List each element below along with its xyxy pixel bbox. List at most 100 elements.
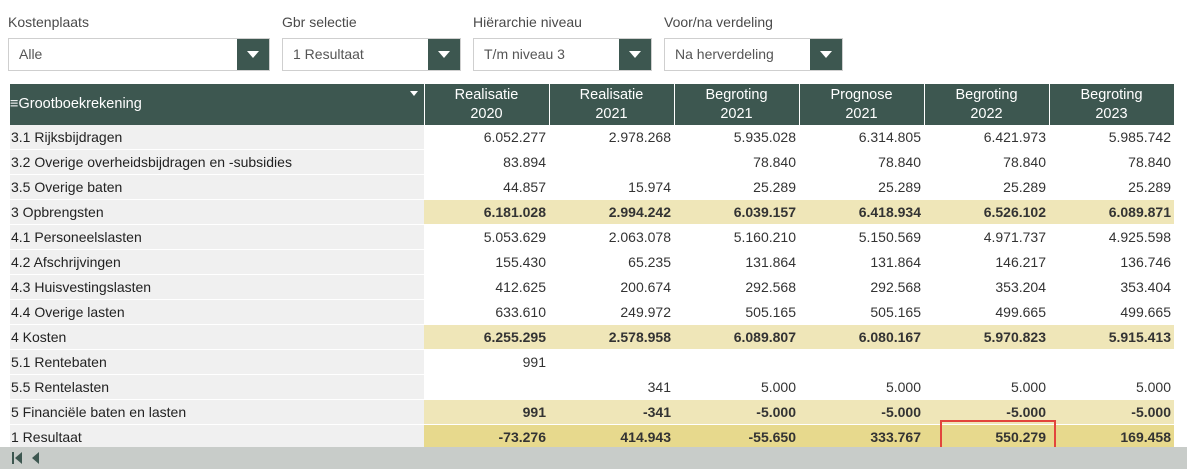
voor-na-verdeling-dropdown[interactable]: Na herverdeling — [664, 38, 843, 71]
horizontal-scrollbar[interactable] — [0, 447, 1187, 469]
column-header[interactable]: Begroting 2023 — [1049, 84, 1175, 125]
gbr-selectie-dropdown[interactable]: 1 Resultaat — [282, 38, 461, 71]
value-cell: 5.915.413 — [1049, 324, 1174, 350]
table-row[interactable]: 4.1 Personeelslasten 5.053.629 2.063.078 5.… — [10, 224, 1174, 250]
value-cell — [549, 149, 674, 175]
column-header[interactable]: Realisatie 2021 — [549, 84, 675, 125]
caret-down-icon[interactable] — [409, 91, 418, 96]
value-cell: 83.894 — [424, 149, 549, 175]
table-row[interactable]: 5.5 Rentelasten 341 5.000 5.000 5.000 5.000 — [10, 374, 1174, 400]
table-row[interactable]: 1 Resultaat -73.276 414.943 -55.650 333.767 5… — [10, 424, 1174, 450]
value-cell: 505.165 — [799, 299, 924, 325]
value-cell: 2.994.242 — [549, 199, 674, 225]
value-cell: 499.665 — [1049, 299, 1174, 325]
table-row[interactable]: 3.2 Overige overheidsbijdragen en -subsi… — [10, 149, 1174, 175]
table-row[interactable]: 5.1 Rentebaten 991 — [10, 349, 1174, 375]
filter-label: Gbr selectie — [282, 14, 357, 30]
value-cell: 78.840 — [1049, 149, 1174, 175]
value-cell: 5.160.210 — [674, 224, 799, 250]
value-cell: 6.039.157 — [674, 199, 799, 225]
value-cell — [549, 349, 674, 375]
row-label: 3.1 Rijksbijdragen — [10, 125, 424, 150]
chevron-down-icon — [820, 51, 832, 58]
dropdown-button[interactable] — [810, 39, 842, 70]
filter-voor-na-verdeling: Voor/na verdeling Na herverdeling — [664, 12, 843, 71]
value-cell: 65.235 — [549, 249, 674, 275]
chevron-down-icon — [629, 51, 641, 58]
row-label: 3.2 Overige overheidsbijdragen en -subsi… — [10, 149, 424, 175]
value-cell: 6.314.805 — [799, 125, 924, 150]
dropdown-value: Na herverdeling — [675, 46, 774, 62]
table-row[interactable]: 4.3 Huisvestingslasten 412.625 200.674 292.… — [10, 274, 1174, 300]
value-cell: 25.289 — [1049, 174, 1174, 200]
filter-label: Voor/na verdeling — [664, 14, 773, 30]
table-row[interactable]: 4 Kosten 6.255.295 2.578.958 6.089.807 6.080… — [10, 324, 1174, 350]
value-cell: 5.935.028 — [674, 125, 799, 150]
value-cell: 5.000 — [1049, 374, 1174, 400]
row-label: 3 Opbrengsten — [10, 199, 424, 225]
value-cell: 550.279 — [924, 424, 1049, 450]
value-cell: 78.840 — [674, 149, 799, 175]
row-label: 4.3 Huisvestingslasten — [10, 274, 424, 300]
row-label: 4.1 Personeelslasten — [10, 224, 424, 250]
value-cell: 6.080.167 — [799, 324, 924, 350]
value-cell: 2.578.958 — [549, 324, 674, 350]
value-cell — [924, 349, 1049, 375]
value-cell: 200.674 — [549, 274, 674, 300]
value-cell: 353.404 — [1049, 274, 1174, 300]
column-header[interactable]: Begroting 2021 — [674, 84, 800, 125]
table-row[interactable]: 3 Opbrengsten 6.181.028 2.994.242 6.039.157… — [10, 199, 1174, 225]
row-label: 5.5 Rentelasten — [10, 374, 424, 400]
row-label: 5 Financiële baten en lasten — [10, 399, 424, 425]
value-cell: 5.000 — [799, 374, 924, 400]
value-cell: 333.767 — [799, 424, 924, 450]
dropdown-button[interactable] — [237, 39, 269, 70]
kostenplaats-dropdown[interactable]: Alle — [8, 38, 270, 71]
value-cell: 5.985.742 — [1049, 125, 1174, 150]
value-cell: 6.089.871 — [1049, 199, 1174, 225]
filter-bar: Kostenplaats Alle Gbr selectie 1 Resulta… — [8, 12, 855, 71]
filter-gbr-selectie: Gbr selectie 1 Resultaat — [282, 12, 461, 71]
value-cell: 6.089.807 — [674, 324, 799, 350]
value-cell: 4.971.737 — [924, 224, 1049, 250]
value-cell: 412.625 — [424, 274, 549, 300]
value-cell: 6.418.934 — [799, 199, 924, 225]
filter-label: Kostenplaats — [8, 14, 89, 30]
row-label: 4 Kosten — [10, 324, 424, 350]
value-cell: 169.458 — [1049, 424, 1174, 450]
table-row[interactable]: 4.4 Overige lasten 633.610 249.972 505.165 5… — [10, 299, 1174, 325]
column-header[interactable]: Prognose 2021 — [799, 84, 925, 125]
table-row[interactable]: 3.5 Overige baten 44.857 15.974 25.289 25.28… — [10, 174, 1174, 200]
table-row[interactable]: 5 Financiële baten en lasten 991 -341 -5.00… — [10, 399, 1174, 425]
value-cell: 991 — [424, 399, 549, 425]
column-header[interactable]: Begroting 2022 — [924, 84, 1050, 125]
table-row[interactable]: 4.2 Afschrijvingen 155.430 65.235 131.864 13… — [10, 249, 1174, 275]
value-cell: 2.978.268 — [549, 125, 674, 150]
value-cell: 146.217 — [924, 249, 1049, 275]
value-cell: -5.000 — [674, 399, 799, 425]
row-label: 4.2 Afschrijvingen — [10, 249, 424, 275]
dropdown-button[interactable] — [619, 39, 651, 70]
header-row: ≡Grootboekrekening Realisatie 2020 Realis… — [10, 84, 1175, 125]
scroll-left-icon[interactable] — [32, 452, 39, 464]
dropdown-button[interactable] — [428, 39, 460, 70]
row-label: 4.4 Overige lasten — [10, 299, 424, 325]
dropdown-value: Alle — [19, 46, 43, 62]
column-header-label: ≡Grootboekrekening — [10, 96, 142, 112]
scroll-first-icon[interactable] — [12, 452, 22, 464]
table-row[interactable]: 3.1 Rijksbijdragen 6.052.277 2.978.268 5.93… — [10, 125, 1174, 150]
value-cell: 131.864 — [674, 249, 799, 275]
value-cell: 341 — [549, 374, 674, 400]
filter-hierarchie-niveau: Hiërarchie niveau T/m niveau 3 — [473, 12, 652, 71]
filter-kostenplaats: Kostenplaats Alle — [8, 12, 270, 71]
hierarchie-niveau-dropdown[interactable]: T/m niveau 3 — [473, 38, 652, 71]
column-header[interactable]: Realisatie 2020 — [424, 84, 550, 125]
value-cell: 6.526.102 — [924, 199, 1049, 225]
value-cell — [424, 374, 549, 400]
grootboekrekening-header[interactable]: ≡Grootboekrekening — [10, 84, 425, 125]
value-cell: -341 — [549, 399, 674, 425]
value-cell: 25.289 — [799, 174, 924, 200]
value-cell: 155.430 — [424, 249, 549, 275]
value-cell: 499.665 — [924, 299, 1049, 325]
row-label: 1 Resultaat — [10, 424, 424, 450]
